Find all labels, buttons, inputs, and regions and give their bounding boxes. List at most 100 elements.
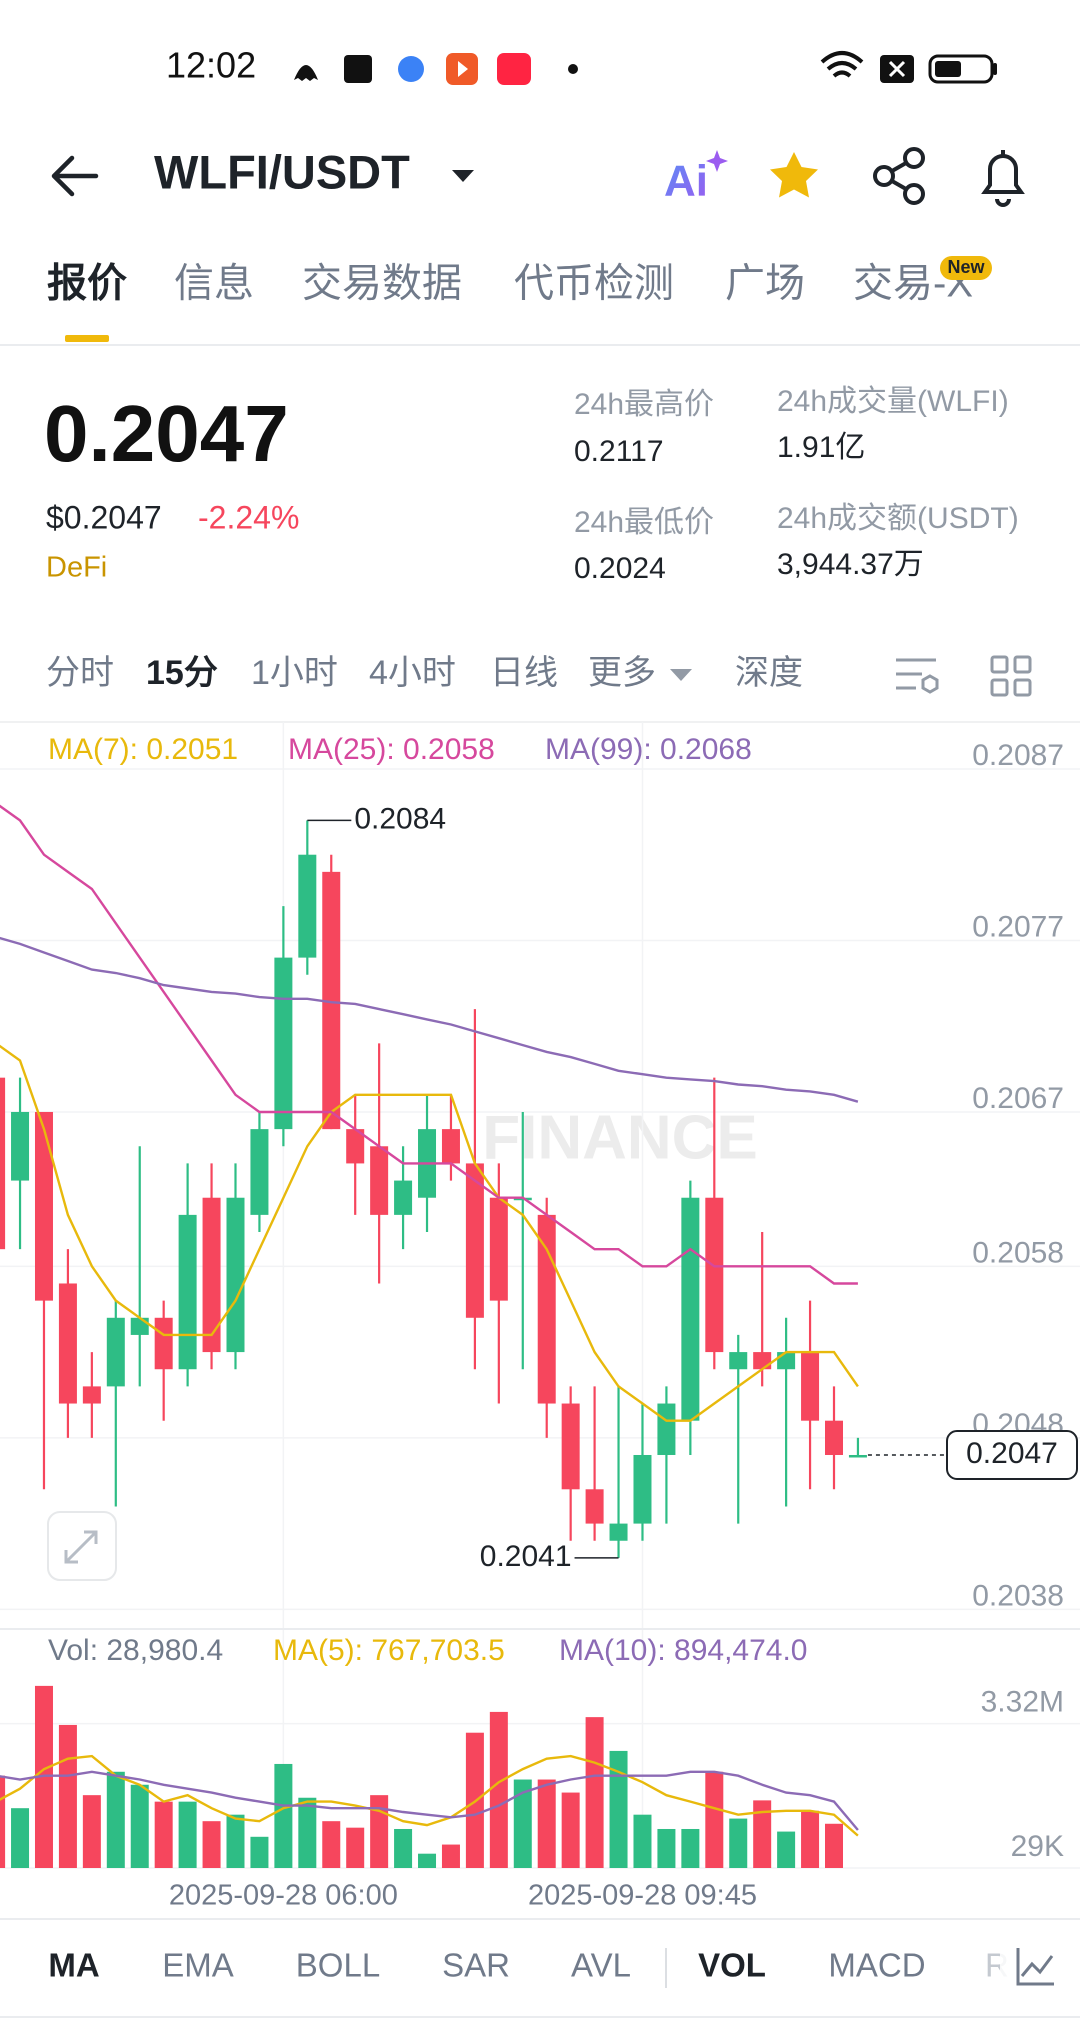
ma-legend: MA(25): 0.2058 <box>288 733 495 766</box>
new-badge <box>940 256 992 280</box>
tab[interactable]: 代币检测 <box>514 262 674 306</box>
usd-price: $0.2047 <box>46 499 162 535</box>
y-tick-label: 0.2058 <box>972 1236 1064 1269</box>
volume-bar <box>298 1797 317 1868</box>
volume-bar <box>58 1724 77 1868</box>
candle-body <box>34 1111 53 1301</box>
candle-body <box>633 1454 652 1524</box>
stat-value: 0.2024 <box>574 552 666 585</box>
volume-bar <box>537 1779 556 1868</box>
high-label: 0.2084 <box>354 802 446 835</box>
back-button[interactable] <box>51 155 99 197</box>
stat-label: 24h最高价 <box>574 388 714 421</box>
volume-bar <box>705 1771 724 1868</box>
volume-bar <box>561 1792 580 1868</box>
candle-body <box>801 1352 820 1421</box>
interval[interactable]: 分时 <box>46 654 114 692</box>
candle-body <box>848 1454 867 1458</box>
candle-body <box>441 1129 460 1164</box>
indicator-active[interactable]: VOL <box>698 1947 766 1984</box>
volume-bar <box>825 1823 843 1868</box>
pair-dropdown[interactable] <box>452 170 474 182</box>
volume-bar <box>753 1800 772 1868</box>
layout-button[interactable] <box>990 655 1032 697</box>
status-time: 12:02 <box>166 45 256 86</box>
indicator-active[interactable]: MA <box>48 1947 99 1984</box>
tab[interactable]: 信息 <box>174 262 254 306</box>
interval[interactable]: 深度 <box>735 654 803 692</box>
interval-active[interactable]: 15分 <box>146 654 218 692</box>
last-price: 0.2047 <box>44 389 289 478</box>
grid-cell <box>1013 678 1032 697</box>
volume-bar <box>513 1779 532 1868</box>
volume-bar <box>82 1795 101 1868</box>
indicator[interactable]: AVL <box>571 1947 631 1984</box>
volume-ma-line <box>0 1754 859 1837</box>
indicator[interactable]: MACD <box>828 1947 925 1984</box>
interval[interactable]: 更多 <box>588 654 656 692</box>
interval[interactable]: 日线 <box>490 654 558 692</box>
candle-body <box>178 1214 197 1370</box>
candle-body <box>0 1077 6 1250</box>
settings-gear <box>921 674 939 694</box>
app-icon <box>497 53 531 85</box>
share-button[interactable] <box>873 147 925 205</box>
divider <box>0 721 1080 723</box>
volume-bar <box>441 1844 460 1868</box>
indicator[interactable]: EMA <box>162 1947 234 1984</box>
interval[interactable]: 1小时 <box>251 654 338 692</box>
candle-body <box>130 1317 149 1335</box>
signal-icon <box>888 60 906 78</box>
indicator[interactable]: BOLL <box>296 1947 380 1984</box>
stat-label: 24h成交额(USDT) <box>777 502 1019 535</box>
candle-body <box>202 1197 221 1353</box>
ai-button[interactable]: Ai <box>664 157 708 206</box>
price-change: -2.24% <box>198 499 299 535</box>
candle-body <box>250 1129 269 1215</box>
volume-bar <box>274 1763 293 1868</box>
grid-cell <box>1013 655 1032 674</box>
candle-body <box>657 1403 676 1455</box>
more-dropdown[interactable] <box>670 669 692 681</box>
app-icon <box>398 56 424 82</box>
sector-tag[interactable]: DeFi <box>46 552 107 584</box>
stat-value: 0.2117 <box>574 435 664 468</box>
indicator[interactable]: SAR <box>442 1947 510 1984</box>
volume-legend: Vol: 28,980.4 <box>48 1634 223 1667</box>
tab-active[interactable]: 报价 <box>47 262 127 306</box>
candle-body <box>226 1197 245 1353</box>
divider <box>0 344 1080 346</box>
ma-line <box>0 804 858 1285</box>
ma-legend: MA(7): 0.2051 <box>48 733 238 766</box>
divider <box>0 2016 1080 2018</box>
chart-settings-button[interactable] <box>896 658 939 694</box>
divider <box>0 1918 1080 1920</box>
candle-body <box>561 1403 580 1490</box>
volume-bar <box>250 1836 269 1868</box>
y-tick-label: 29K <box>1011 1830 1064 1863</box>
favorite-button[interactable] <box>770 152 818 198</box>
x-tick-label: 2025-09-28 09:45 <box>528 1880 757 1912</box>
stat-label: 24h成交量(WLFI) <box>777 385 1009 418</box>
indicator-settings-button[interactable] <box>1016 1948 1054 1986</box>
status-dot <box>568 64 578 74</box>
tab[interactable]: 广场 <box>725 262 805 306</box>
share-edge <box>891 161 907 191</box>
tab[interactable]: 交易数据 <box>302 262 462 306</box>
volume-bar <box>729 1818 748 1868</box>
battery-icon <box>928 54 994 84</box>
expand-button[interactable] <box>47 1511 117 1581</box>
share-node <box>873 165 895 187</box>
candle-body <box>370 1146 389 1215</box>
volume-bar <box>394 1828 413 1868</box>
divider <box>0 1628 1080 1630</box>
volume-bar <box>489 1711 508 1868</box>
candle-body <box>609 1523 628 1541</box>
volume-bar <box>178 1801 197 1868</box>
pair-title[interactable]: WLFI/USDT <box>154 145 410 198</box>
candle-body <box>11 1111 30 1181</box>
candle-body <box>274 957 293 1130</box>
volume-bar <box>34 1685 53 1868</box>
alert-button[interactable] <box>981 150 1025 207</box>
interval[interactable]: 4小时 <box>369 654 456 692</box>
